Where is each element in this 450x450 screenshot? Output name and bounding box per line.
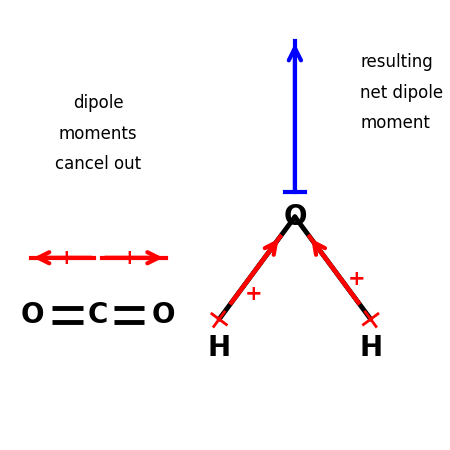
Text: dipole
moments
cancel out: dipole moments cancel out (55, 94, 141, 173)
Text: O: O (283, 203, 306, 231)
Text: C: C (88, 301, 108, 329)
Text: +: + (58, 248, 75, 268)
Text: +: + (347, 269, 365, 289)
Text: H: H (359, 333, 382, 361)
Text: H: H (207, 333, 231, 361)
Text: O: O (21, 301, 45, 329)
Text: O: O (152, 301, 176, 329)
Text: +: + (244, 284, 262, 304)
Text: resulting
net dipole
moment: resulting net dipole moment (360, 53, 444, 132)
Text: +: + (121, 248, 139, 268)
